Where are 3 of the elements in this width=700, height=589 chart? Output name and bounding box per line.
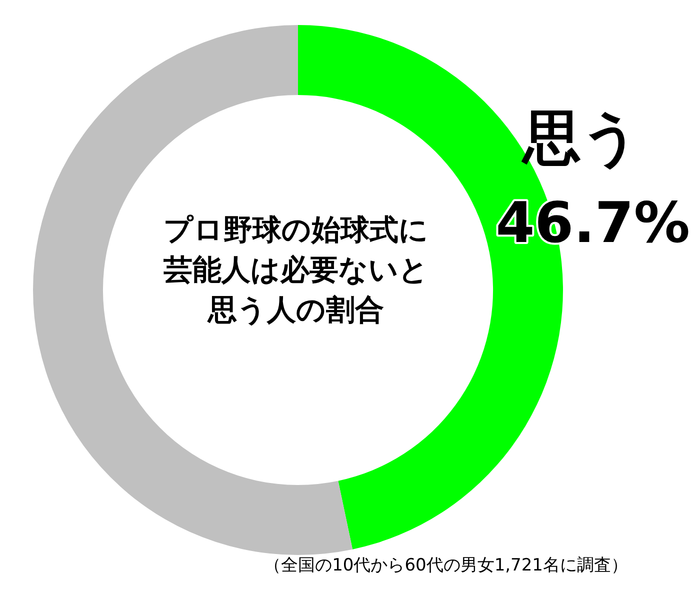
text: プロ野球の始球式に芸能人は必要ないと思う人の割合: [162, 212, 428, 327]
text: （全国の10代から60代の男女1,721名に調査）: [264, 555, 628, 576]
slice-label: 思う: [521, 104, 640, 172]
